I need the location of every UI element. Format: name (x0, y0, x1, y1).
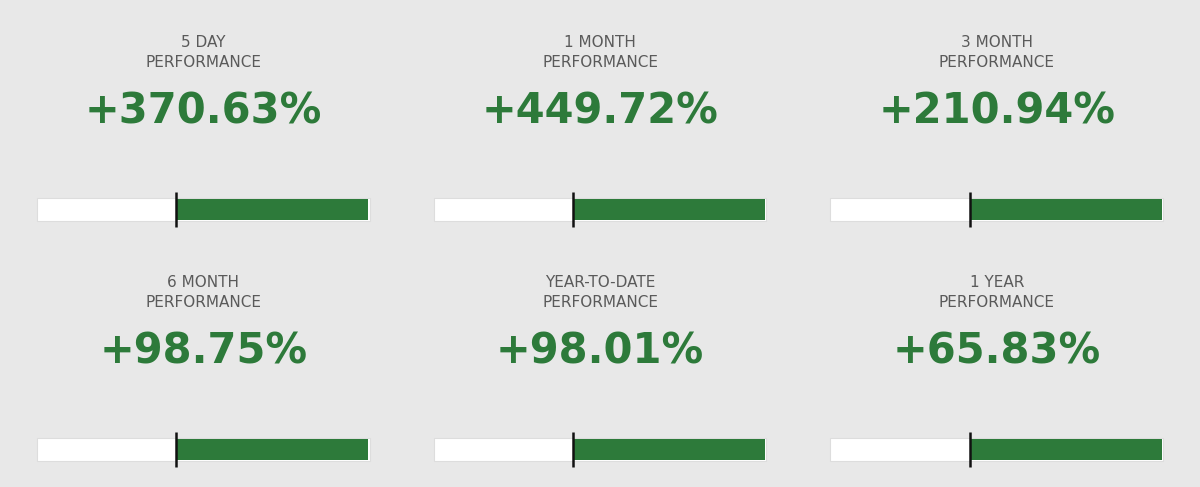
FancyBboxPatch shape (433, 438, 767, 461)
Text: +370.63%: +370.63% (84, 91, 322, 133)
FancyBboxPatch shape (572, 199, 764, 220)
FancyBboxPatch shape (37, 198, 370, 221)
Text: 1 YEAR
PERFORMANCE: 1 YEAR PERFORMANCE (938, 275, 1055, 310)
FancyBboxPatch shape (970, 199, 1162, 220)
Text: 6 MONTH
PERFORMANCE: 6 MONTH PERFORMANCE (145, 275, 262, 310)
Text: YEAR-TO-DATE
PERFORMANCE: YEAR-TO-DATE PERFORMANCE (542, 275, 658, 310)
Text: 3 MONTH
PERFORMANCE: 3 MONTH PERFORMANCE (938, 35, 1055, 70)
Text: +210.94%: +210.94% (878, 91, 1115, 133)
Text: 5 DAY
PERFORMANCE: 5 DAY PERFORMANCE (145, 35, 262, 70)
Text: 1 MONTH
PERFORMANCE: 1 MONTH PERFORMANCE (542, 35, 658, 70)
Text: +449.72%: +449.72% (481, 91, 719, 133)
FancyBboxPatch shape (830, 438, 1163, 461)
FancyBboxPatch shape (433, 198, 767, 221)
Text: +98.01%: +98.01% (496, 331, 704, 373)
FancyBboxPatch shape (970, 439, 1162, 460)
Text: +65.83%: +65.83% (893, 331, 1100, 373)
Text: +98.75%: +98.75% (100, 331, 307, 373)
FancyBboxPatch shape (830, 198, 1163, 221)
FancyBboxPatch shape (176, 199, 368, 220)
FancyBboxPatch shape (37, 438, 370, 461)
FancyBboxPatch shape (572, 439, 764, 460)
FancyBboxPatch shape (176, 439, 368, 460)
